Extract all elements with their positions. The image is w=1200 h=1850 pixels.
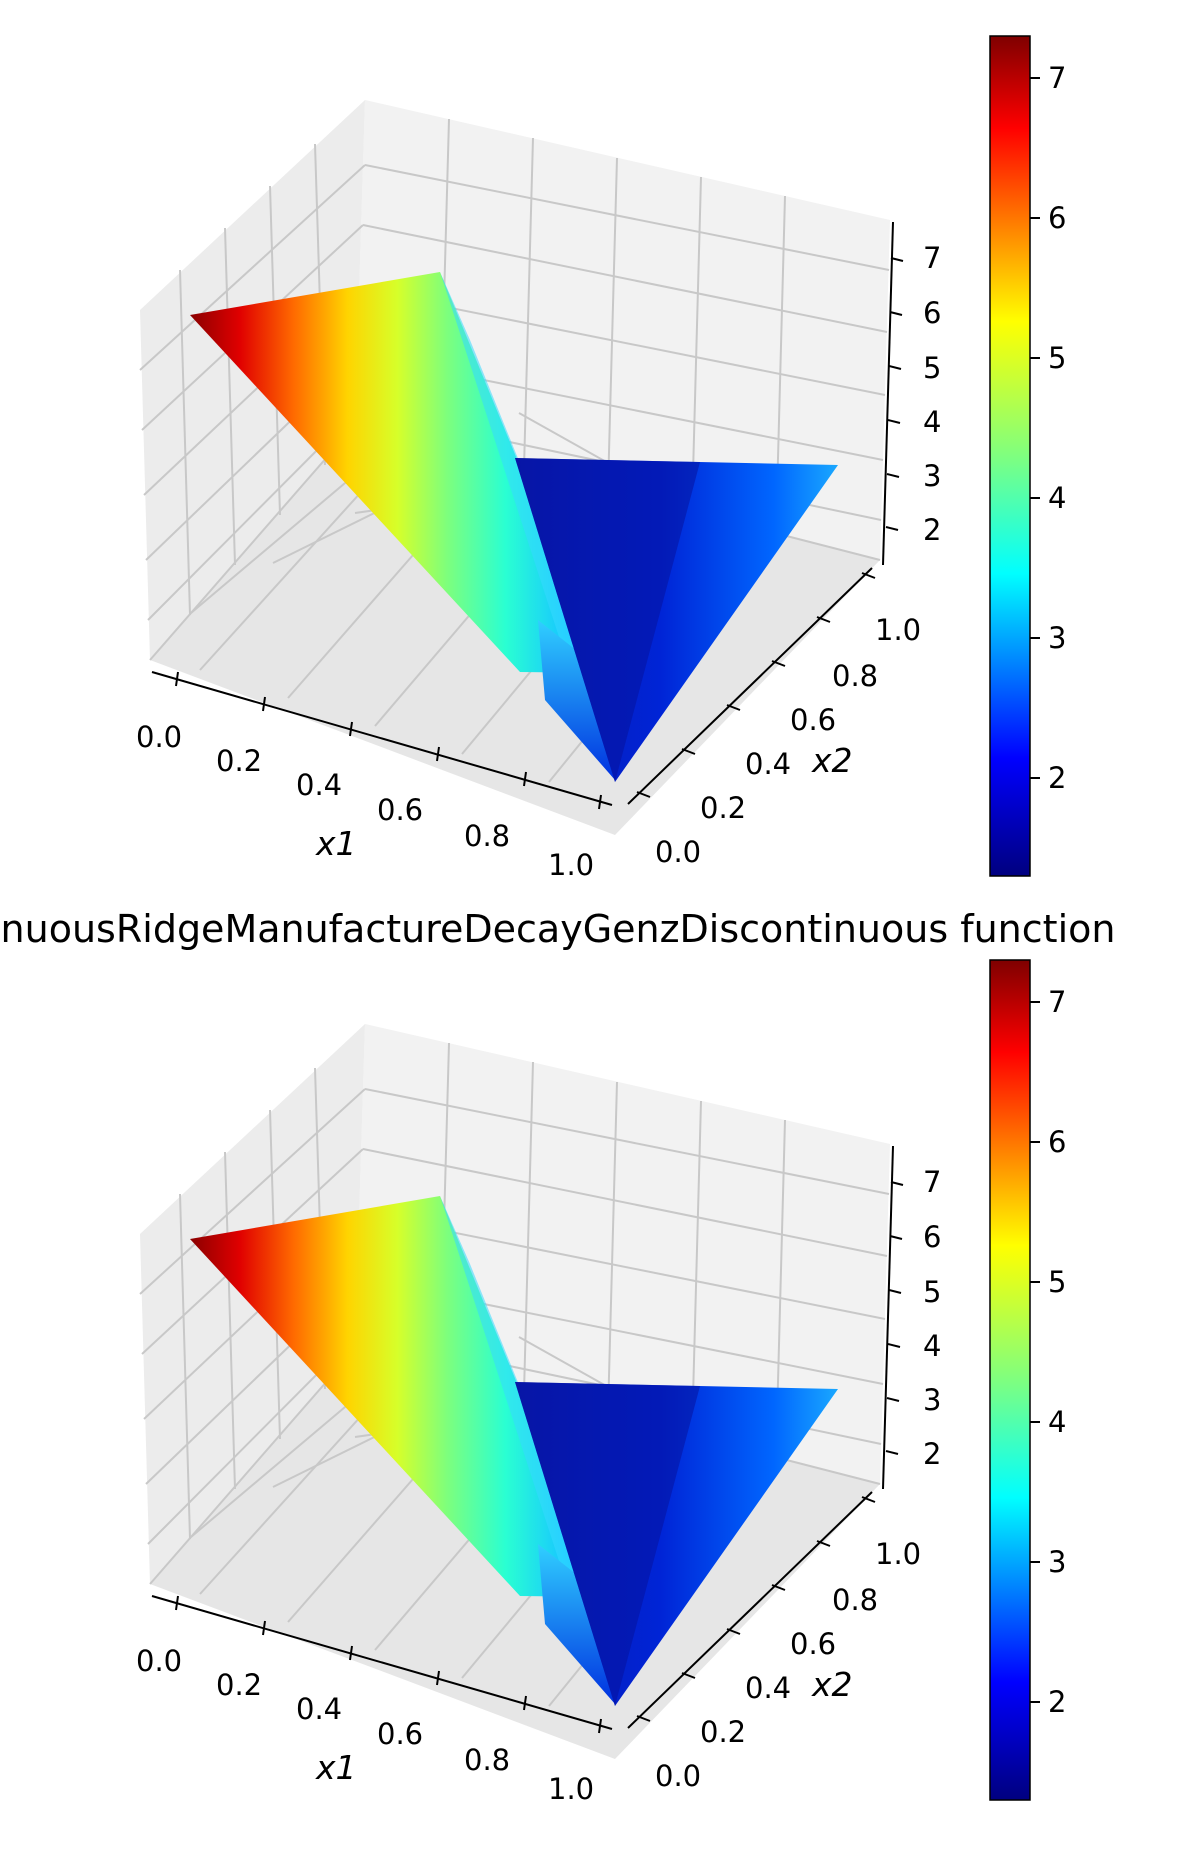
x2-axis-label: x2 (811, 1665, 853, 1704)
z-tick-label: 2 (923, 1437, 941, 1471)
colorbar: 2 3 4 5 6 7 (990, 960, 1066, 1800)
x1-axis-label: x1 (315, 824, 357, 863)
x1-tick-label: 0.8 (464, 819, 510, 853)
x1-tick-label: 1.0 (548, 848, 594, 882)
x1-tick-label: 0.0 (136, 720, 182, 754)
x2-tick-label: 0.8 (832, 1583, 878, 1617)
bottom-panel: 0.0 0.2 0.4 0.6 0.8 1.0 x1 0.0 0.2 0.4 0… (136, 960, 1066, 1806)
colorbar-tick-label: 7 (1048, 61, 1066, 95)
z-tick-label: 7 (923, 1165, 941, 1199)
x1-tick-label: 1.0 (548, 1772, 594, 1806)
x2-tick-label: 0.2 (700, 791, 746, 825)
z-tick-label: 3 (923, 459, 941, 493)
colorbar-tick-label: 4 (1048, 1405, 1066, 1439)
z-tick-label: 7 (923, 241, 941, 275)
colorbar-tick-label: 2 (1048, 761, 1066, 795)
x2-axis-label: x2 (811, 741, 853, 780)
colorbar: 2 3 4 5 6 7 (990, 36, 1066, 876)
colorbar-tick-label: 3 (1048, 1545, 1066, 1579)
z-tick-labels: 2 3 4 5 6 7 (923, 1165, 941, 1471)
colorbar-tick-label: 7 (1048, 985, 1066, 1019)
chart-title: inuousRidgeManufactureDecayGenzDiscontin… (0, 907, 1115, 951)
colorbar-tick-label: 6 (1048, 1125, 1066, 1159)
z-tick-label: 3 (923, 1383, 941, 1417)
x2-tick-label: 0.0 (655, 835, 701, 869)
z-tick-label: 4 (923, 405, 941, 439)
z-tick-label: 6 (923, 1220, 941, 1254)
colorbar-tick-label: 3 (1048, 621, 1066, 655)
x1-tick-label: 0.2 (216, 744, 262, 778)
x1-tick-label: 0.2 (216, 1668, 262, 1702)
x1-tick-label: 0.6 (377, 1717, 423, 1751)
z-tick-label: 5 (923, 351, 941, 385)
x1-tick-label: 0.4 (296, 1692, 342, 1726)
x2-tick-label: 0.6 (790, 703, 836, 737)
colorbar-tick-label: 2 (1048, 1685, 1066, 1719)
colorbar-gradient (990, 36, 1030, 876)
colorbar-gradient (990, 960, 1030, 1800)
x2-tick-label: 0.2 (700, 1715, 746, 1749)
colorbar-tick-label: 4 (1048, 481, 1066, 515)
colorbar-tick-label: 5 (1048, 1265, 1066, 1299)
x2-tick-label: 0.8 (832, 659, 878, 693)
z-tick-label: 5 (923, 1275, 941, 1309)
z-tick-label: 6 (923, 296, 941, 330)
colorbar-tick-label: 6 (1048, 201, 1066, 235)
z-tick-labels: 2 3 4 5 6 7 (923, 241, 941, 547)
x1-tick-label: 0.4 (296, 768, 342, 802)
x1-tick-label: 0.8 (464, 1743, 510, 1777)
x2-tick-label: 0.4 (745, 747, 791, 781)
x2-tick-label: 0.0 (655, 1759, 701, 1793)
top-panel: 0.0 0.2 0.4 0.6 0.8 1.0 x1 0.0 0.2 0.4 0… (136, 36, 1066, 882)
x1-axis-label: x1 (315, 1748, 357, 1787)
x1-tick-label: 0.0 (136, 1644, 182, 1678)
x1-tick-label: 0.6 (377, 793, 423, 827)
x2-tick-label: 0.6 (790, 1627, 836, 1661)
x2-tick-label: 0.4 (745, 1671, 791, 1705)
x2-tick-label: 1.0 (875, 1537, 921, 1571)
z-tick-label: 2 (923, 513, 941, 547)
colorbar-tick-label: 5 (1048, 341, 1066, 375)
x2-tick-label: 1.0 (875, 613, 921, 647)
z-tick-label: 4 (923, 1329, 941, 1363)
